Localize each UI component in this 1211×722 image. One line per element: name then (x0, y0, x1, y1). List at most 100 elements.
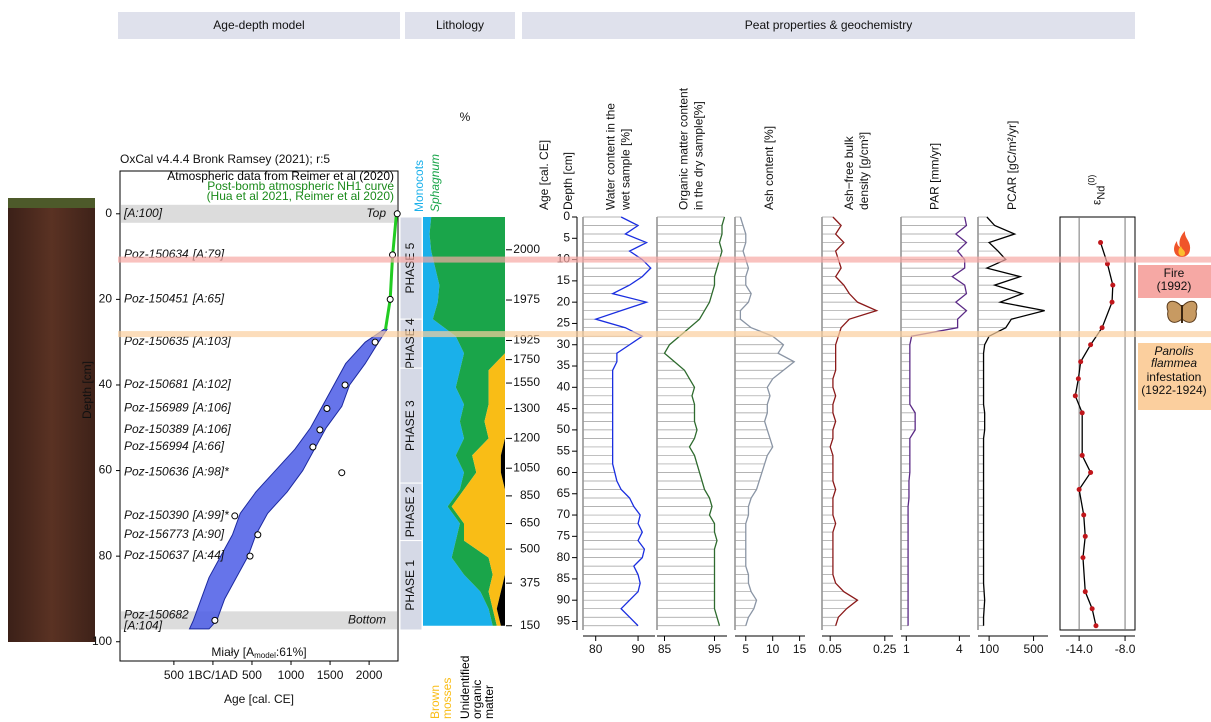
date-point (323, 405, 331, 413)
date-point (341, 381, 349, 389)
x-tick-label: 500 (164, 668, 184, 682)
event-text: (1992) (1157, 279, 1192, 293)
header-band (522, 12, 1135, 39)
x-tick-label: 1500 (317, 668, 344, 682)
sample-agreement: [A:106] (192, 401, 232, 415)
label-part: (0) (1087, 175, 1097, 186)
sample-label: Poz-156994 [A:66] (124, 439, 225, 453)
header-band (118, 12, 400, 39)
sample-label: [A:100] (123, 206, 163, 220)
sample-agreement: [A:44] (192, 548, 225, 562)
age-label: 2000 (513, 242, 540, 256)
depth-tick-label: 20 (557, 294, 571, 308)
depth-tick-label: 35 (557, 358, 571, 372)
phase-label: PHASE 2 (403, 486, 417, 537)
legend-label: Brown mosses (428, 678, 454, 719)
x-tick-label: 100 (979, 642, 999, 656)
depth-tick-label: 55 (557, 443, 571, 457)
phase-label: PHASE 4 (403, 318, 417, 369)
profile-line (739, 216, 796, 626)
sample-id: Poz-150635 (124, 334, 189, 348)
event-band (118, 256, 1211, 263)
x-tick-label: 500 (242, 668, 262, 682)
model-note: Post-bomb atmospheric NH1 curve (207, 179, 394, 193)
profile-line (829, 216, 879, 626)
point (1109, 299, 1115, 305)
label-part: ε (1090, 199, 1104, 205)
profile-line (593, 216, 652, 627)
header-title: Peat properties & geochemistry (745, 18, 912, 32)
panel-label: εNd(0) (1087, 175, 1108, 205)
x-axis-label: Age [cal. CE] (224, 692, 294, 706)
profile-line (907, 216, 968, 626)
lithology-area (496, 217, 505, 626)
panel-label: density [g/cm³] (857, 132, 871, 210)
sample-agreement: [A:104] (123, 619, 163, 633)
point (1082, 589, 1088, 595)
model-note: (Hua et al 2021, Reimer et al 2020) (207, 189, 394, 203)
panel-label: wet sample [%] (619, 129, 633, 211)
x-tick-label: 1 (903, 642, 910, 656)
core-photo (8, 198, 95, 642)
point (1088, 469, 1094, 475)
sample-id: Poz-150389 (124, 422, 189, 436)
sample-label: Poz-150451 [A:65] (124, 292, 225, 306)
panel-label: PCAR [gC/m²/yr] (1005, 121, 1019, 210)
sample-agreement: [A:66] (192, 439, 225, 453)
x-tick-label: 0.05 (819, 642, 843, 656)
legend-line: organic (470, 676, 484, 719)
depth-tick-label: 75 (557, 529, 571, 543)
event-text: Fire (1164, 266, 1185, 280)
model-agreement-part: Miały [A (211, 645, 254, 659)
model-envelope (188, 328, 389, 630)
point (1079, 452, 1085, 458)
phase-label: PHASE 1 (403, 560, 417, 611)
fire-icon (1174, 231, 1191, 257)
model-note: Atmospheric data from Reimer et al (2020… (167, 169, 394, 183)
date-point (338, 469, 346, 477)
depth-tick-label: 85 (557, 571, 571, 585)
sample-agreement: [A:99]* (192, 508, 229, 522)
y-tick-label: 100 (92, 634, 112, 648)
x-tick-label: 0.25 (873, 642, 897, 656)
date-point (211, 616, 219, 624)
core-top (8, 198, 95, 208)
legend-line: matter (482, 685, 496, 719)
depth-tick-label: 60 (557, 465, 571, 479)
point (1110, 282, 1116, 288)
y-axis-label: Depth [cm] (80, 361, 94, 419)
point (1104, 261, 1110, 267)
age-label: 150 (520, 618, 540, 632)
x-tick-label: 85 (658, 642, 672, 656)
age-label: 1300 (513, 401, 540, 415)
event-species: flammea (1151, 356, 1197, 370)
depth-tick-label: 0 (563, 209, 570, 223)
sample-id: Poz-150451 (124, 292, 189, 306)
panel-label: Organic matter content (677, 87, 691, 210)
x-tick-label: -8.0 (1115, 642, 1136, 656)
top-label: Top (366, 206, 386, 220)
legend-label: Sphagnum (428, 154, 442, 212)
point (1099, 325, 1105, 331)
sample-label: Poz-150635 [A:103] (124, 334, 231, 348)
sample-label: Poz-150389 [A:106] (124, 422, 231, 436)
sample-label: Poz-156773 [A:90] (124, 527, 225, 541)
date-point (393, 210, 401, 218)
depth-tick-label: 65 (557, 486, 571, 500)
depth-tick-label: 95 (557, 614, 571, 628)
event-text: (1922-1924) (1141, 383, 1206, 397)
header-title: Age-depth model (213, 18, 304, 32)
point (1088, 342, 1094, 348)
model-caption: OxCal v4.4.4 Bronk Ramsey (2021); r:5 (120, 152, 330, 166)
sample-id: Poz-156989 (124, 401, 189, 415)
depth-tick-label: 80 (557, 550, 571, 564)
lithology-area (423, 217, 493, 626)
point (1079, 410, 1085, 416)
depth-tick-label: 70 (557, 507, 571, 521)
point (1072, 393, 1078, 399)
x-tick-label: 15 (793, 642, 807, 656)
legend-line: Brown (428, 682, 442, 719)
age-label: 1050 (513, 460, 540, 474)
bomb-curve (384, 213, 398, 330)
panel-label: Ash−free bulk (842, 135, 856, 210)
